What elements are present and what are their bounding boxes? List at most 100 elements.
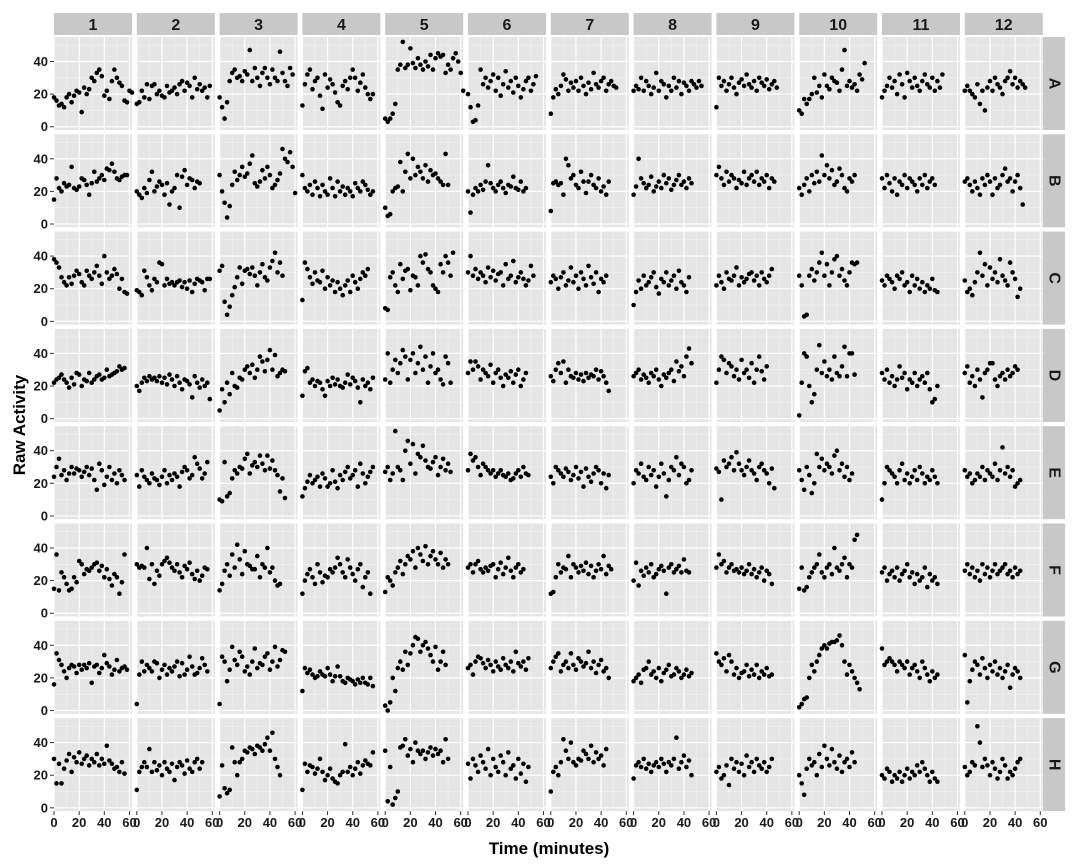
data-point bbox=[122, 552, 127, 557]
data-point bbox=[548, 111, 554, 116]
data-point bbox=[443, 557, 448, 562]
data-point bbox=[904, 185, 910, 191]
row-strip-label: C bbox=[1046, 272, 1063, 284]
data-point bbox=[86, 86, 92, 92]
x-tick-label: 20 bbox=[238, 815, 252, 830]
data-point bbox=[398, 261, 403, 267]
data-point bbox=[408, 46, 413, 51]
y-tick-label: 20 bbox=[34, 768, 48, 783]
data-point bbox=[573, 565, 579, 570]
data-point bbox=[139, 195, 145, 201]
x-tick-label: 0 bbox=[547, 815, 554, 830]
data-point bbox=[601, 373, 606, 379]
data-point bbox=[495, 664, 501, 669]
data-point bbox=[265, 651, 270, 656]
data-point bbox=[516, 468, 521, 473]
data-point bbox=[659, 276, 664, 282]
y-tick-label: 40 bbox=[34, 735, 48, 750]
data-point bbox=[739, 565, 744, 570]
data-point bbox=[202, 383, 207, 389]
data-point bbox=[179, 174, 185, 179]
data-point bbox=[71, 664, 77, 669]
data-point bbox=[889, 279, 895, 285]
data-point bbox=[879, 646, 885, 651]
data-point bbox=[832, 453, 837, 458]
data-point bbox=[583, 91, 589, 97]
data-point bbox=[305, 479, 310, 485]
data-point bbox=[227, 787, 232, 793]
data-point bbox=[403, 649, 408, 655]
data-point bbox=[405, 266, 411, 272]
data-point bbox=[365, 682, 371, 687]
data-point bbox=[117, 468, 122, 473]
data-point bbox=[164, 180, 170, 186]
data-point bbox=[666, 83, 672, 89]
data-point bbox=[395, 370, 401, 376]
data-point bbox=[420, 176, 426, 181]
data-point bbox=[751, 769, 757, 775]
y-tick-label: 20 bbox=[34, 184, 48, 199]
data-point bbox=[518, 570, 524, 575]
data-point bbox=[147, 576, 152, 582]
data-point bbox=[250, 78, 255, 84]
data-point bbox=[1012, 75, 1018, 81]
data-point bbox=[164, 766, 170, 771]
data-point bbox=[385, 708, 391, 713]
x-tick-label: 0 bbox=[464, 815, 471, 830]
data-point bbox=[490, 185, 496, 191]
data-point bbox=[385, 119, 391, 125]
data-point bbox=[992, 75, 998, 81]
panel-background bbox=[468, 134, 546, 228]
data-point bbox=[405, 553, 411, 559]
data-point bbox=[325, 484, 330, 489]
data-point bbox=[368, 192, 373, 197]
data-point bbox=[408, 176, 413, 181]
facet-panels bbox=[51, 37, 1043, 812]
data-point bbox=[1000, 756, 1005, 762]
data-point bbox=[935, 289, 940, 295]
data-point bbox=[360, 675, 366, 681]
data-point bbox=[927, 571, 933, 577]
data-point bbox=[257, 453, 263, 458]
data-point bbox=[395, 67, 401, 72]
data-point bbox=[488, 78, 493, 84]
data-point bbox=[603, 746, 609, 752]
data-point bbox=[844, 672, 850, 677]
data-point bbox=[907, 289, 912, 295]
data-point bbox=[596, 289, 601, 295]
data-point bbox=[1010, 370, 1015, 376]
data-point bbox=[66, 751, 72, 757]
data-point bbox=[812, 278, 817, 283]
data-point bbox=[265, 545, 270, 551]
data-point bbox=[1017, 185, 1023, 191]
data-point bbox=[250, 659, 255, 664]
data-point bbox=[403, 562, 408, 567]
data-point bbox=[315, 185, 320, 191]
panel-background bbox=[882, 37, 960, 130]
data-point bbox=[671, 273, 677, 279]
data-point bbox=[493, 659, 499, 664]
data-point bbox=[413, 65, 418, 71]
data-point bbox=[975, 82, 980, 87]
data-point bbox=[975, 367, 980, 373]
data-point bbox=[995, 82, 1000, 87]
data-point bbox=[842, 474, 847, 480]
data-point bbox=[553, 764, 559, 770]
data-point bbox=[992, 270, 998, 275]
data-point bbox=[796, 273, 802, 279]
data-point bbox=[556, 91, 561, 97]
row-strip-label: D bbox=[1046, 370, 1063, 382]
data-point bbox=[305, 670, 310, 676]
data-point bbox=[965, 364, 970, 369]
panel-background bbox=[302, 37, 381, 130]
data-point bbox=[892, 176, 897, 181]
data-point bbox=[305, 72, 310, 77]
data-point bbox=[368, 763, 373, 768]
data-point bbox=[89, 75, 94, 81]
data-point bbox=[563, 77, 569, 82]
data-point bbox=[854, 260, 860, 265]
facet-panel-7-H bbox=[550, 718, 629, 812]
facet-panel-9-D bbox=[715, 328, 795, 422]
data-point bbox=[684, 83, 689, 89]
data-point bbox=[736, 769, 742, 775]
